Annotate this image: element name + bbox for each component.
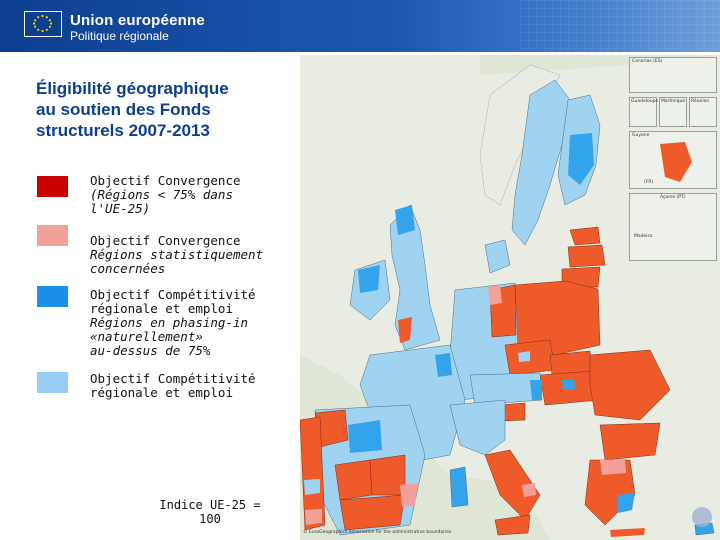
inset-guyane: Guyane (FR) <box>629 131 717 189</box>
legend-swatch-stat <box>37 225 68 246</box>
inset-reunion: Réunion <box>689 97 717 127</box>
legend-label: Objectif Compétitivité régionale et empl… <box>90 287 256 316</box>
eu-regions-map <box>300 55 720 540</box>
inset-label: Açores (PT) <box>660 195 686 200</box>
inset-label: Guadeloupe <box>631 99 659 104</box>
east-germany-stat <box>488 285 502 305</box>
legend-label: Objectif Compétitivité régionale et empl… <box>90 371 256 400</box>
bulgaria <box>599 422 661 461</box>
legend-item-competitivite: Objectif Compétitivité régionale et empl… <box>90 372 280 400</box>
denmark <box>484 239 511 274</box>
inset-label: Madeira <box>634 234 653 239</box>
estonia <box>569 226 601 246</box>
crete <box>610 528 645 537</box>
legend-sublabel: Régions statistiquement concernées <box>90 247 264 276</box>
extremadura <box>334 459 373 501</box>
header-banner: Union européenne Politique régionale <box>0 0 720 52</box>
legend-swatch-phasing <box>37 286 68 307</box>
legend-swatch-convergence <box>37 176 68 197</box>
inset-label: Martinique <box>661 99 686 104</box>
inset-label: Guyane <box>632 133 650 138</box>
inset-martinique: Martinique <box>659 97 687 127</box>
highlands-phasing <box>395 205 415 235</box>
sicily <box>494 514 531 536</box>
legend-item-stat: Objectif Convergence Régions statistique… <box>90 234 280 276</box>
castilla-la-mancha <box>369 454 406 496</box>
legend-label: Objectif Convergence <box>90 173 241 188</box>
ireland-phasing <box>358 265 380 293</box>
budapest <box>562 379 575 390</box>
legend-item-convergence: Objectif Convergence (Régions < 75% dans… <box>90 174 280 216</box>
map-insets: Canarias (ES) Guadeloupe Martinique Réun… <box>627 55 720 265</box>
basilicata <box>522 483 536 497</box>
finland-phasing <box>568 133 594 185</box>
italy-north <box>449 399 506 456</box>
latvia <box>567 244 606 268</box>
prague <box>518 351 530 362</box>
portugal <box>300 416 326 531</box>
inset-label: (FR) <box>644 180 654 185</box>
france-phasing <box>435 353 452 377</box>
banner-pattern <box>520 0 720 52</box>
romania <box>589 349 671 421</box>
castilla-leon <box>348 420 382 453</box>
uk-convergence <box>398 317 412 343</box>
lisbon <box>304 479 320 495</box>
inset-canarias: Canarias (ES) <box>629 57 717 93</box>
legend-sublabel: (Régions < 75% dans l'UE-25) <box>90 187 233 216</box>
map-credit: © EuroGeographics Association for the ad… <box>303 530 452 535</box>
inset-guadeloupe: Guadeloupe <box>629 97 659 127</box>
murcia <box>400 483 418 507</box>
italy-south <box>484 449 541 521</box>
greece-phasing <box>618 493 635 513</box>
andalucia <box>339 494 406 531</box>
algarve <box>305 509 322 525</box>
legend-item-phasing: Objectif Compétitivité régionale et empl… <box>90 288 280 358</box>
sweden-region <box>511 79 571 246</box>
legend-label: Objectif Convergence <box>90 233 241 248</box>
inset-label: Réunion <box>691 99 710 104</box>
index-note: Indice UE-25 = 100 <box>159 498 261 526</box>
sardinia <box>449 466 469 508</box>
brand-subtitle: Politique régionale <box>70 29 169 43</box>
brand-name: Union européenne <box>70 12 205 29</box>
legend-swatch-competitivite <box>37 372 68 393</box>
inset-label: Canarias (ES) <box>632 59 663 64</box>
inset-acores: Açores (PT) Madeira <box>629 193 717 261</box>
eu-flag-icon <box>24 11 62 37</box>
greece-stat <box>600 459 626 475</box>
slovakia <box>549 350 593 376</box>
logo-icon <box>692 507 712 527</box>
legend-sublabel: Régions en phasing-in «naturellement» au… <box>90 315 249 358</box>
page-title: Éligibilité géographique au soutien des … <box>36 79 229 140</box>
uk <box>389 204 441 351</box>
burgenland <box>530 380 542 400</box>
guyane-shape <box>660 142 692 182</box>
